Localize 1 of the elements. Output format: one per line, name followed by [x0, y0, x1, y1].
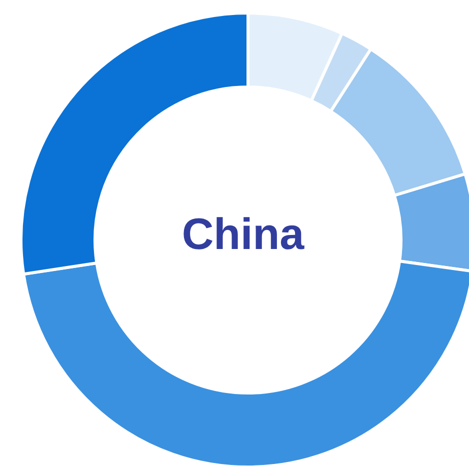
text: China — [180, 210, 306, 260]
